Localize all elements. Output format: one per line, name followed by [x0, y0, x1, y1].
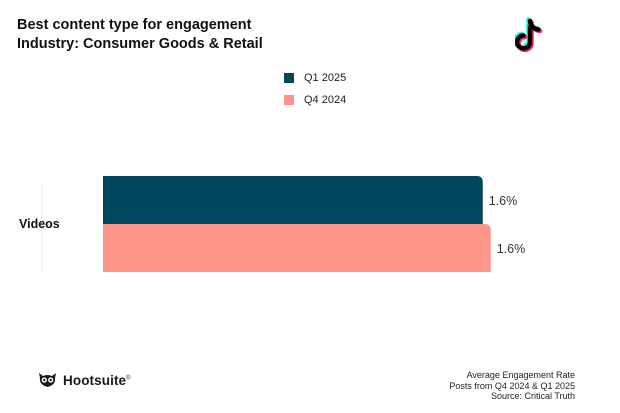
bar-q4-2024: [103, 224, 491, 272]
footnote-source: Source: Critical Truth: [490, 391, 575, 401]
chart-footnote: Average Engagement Rate Posts from Q4 20…: [449, 370, 575, 402]
category-label: Videos: [19, 217, 60, 231]
legend-item: Q4 2024: [284, 91, 346, 109]
legend-swatch-q4-2024: [284, 95, 294, 105]
chart-subtitle: Industry: Consumer Goods & Retail: [17, 36, 263, 52]
chart-legend: Q1 2025 Q4 2024: [284, 69, 346, 113]
owl-icon: [39, 373, 56, 387]
legend-label-q1-2025: Q1 2025: [304, 72, 347, 84]
legend-item: Q1 2025: [284, 69, 346, 87]
chart-title: Best content type for engagement: [17, 17, 252, 33]
brand-name: Hootsuite®: [63, 372, 131, 388]
hootsuite-logo: Hootsuite®: [38, 372, 131, 388]
footnote-period: Posts from Q4 2024 & Q1 2025: [449, 380, 575, 391]
legend-label-q4-2024: Q4 2024: [304, 94, 347, 106]
data-label: 1.6%: [497, 242, 526, 256]
footnote-metric: Average Engagement Rate: [466, 370, 575, 380]
legend-swatch-q1-2025: [284, 73, 294, 83]
tiktok-icon: [513, 17, 549, 60]
data-label: 1.6%: [489, 194, 518, 208]
bar-q1-2025: [103, 176, 483, 224]
